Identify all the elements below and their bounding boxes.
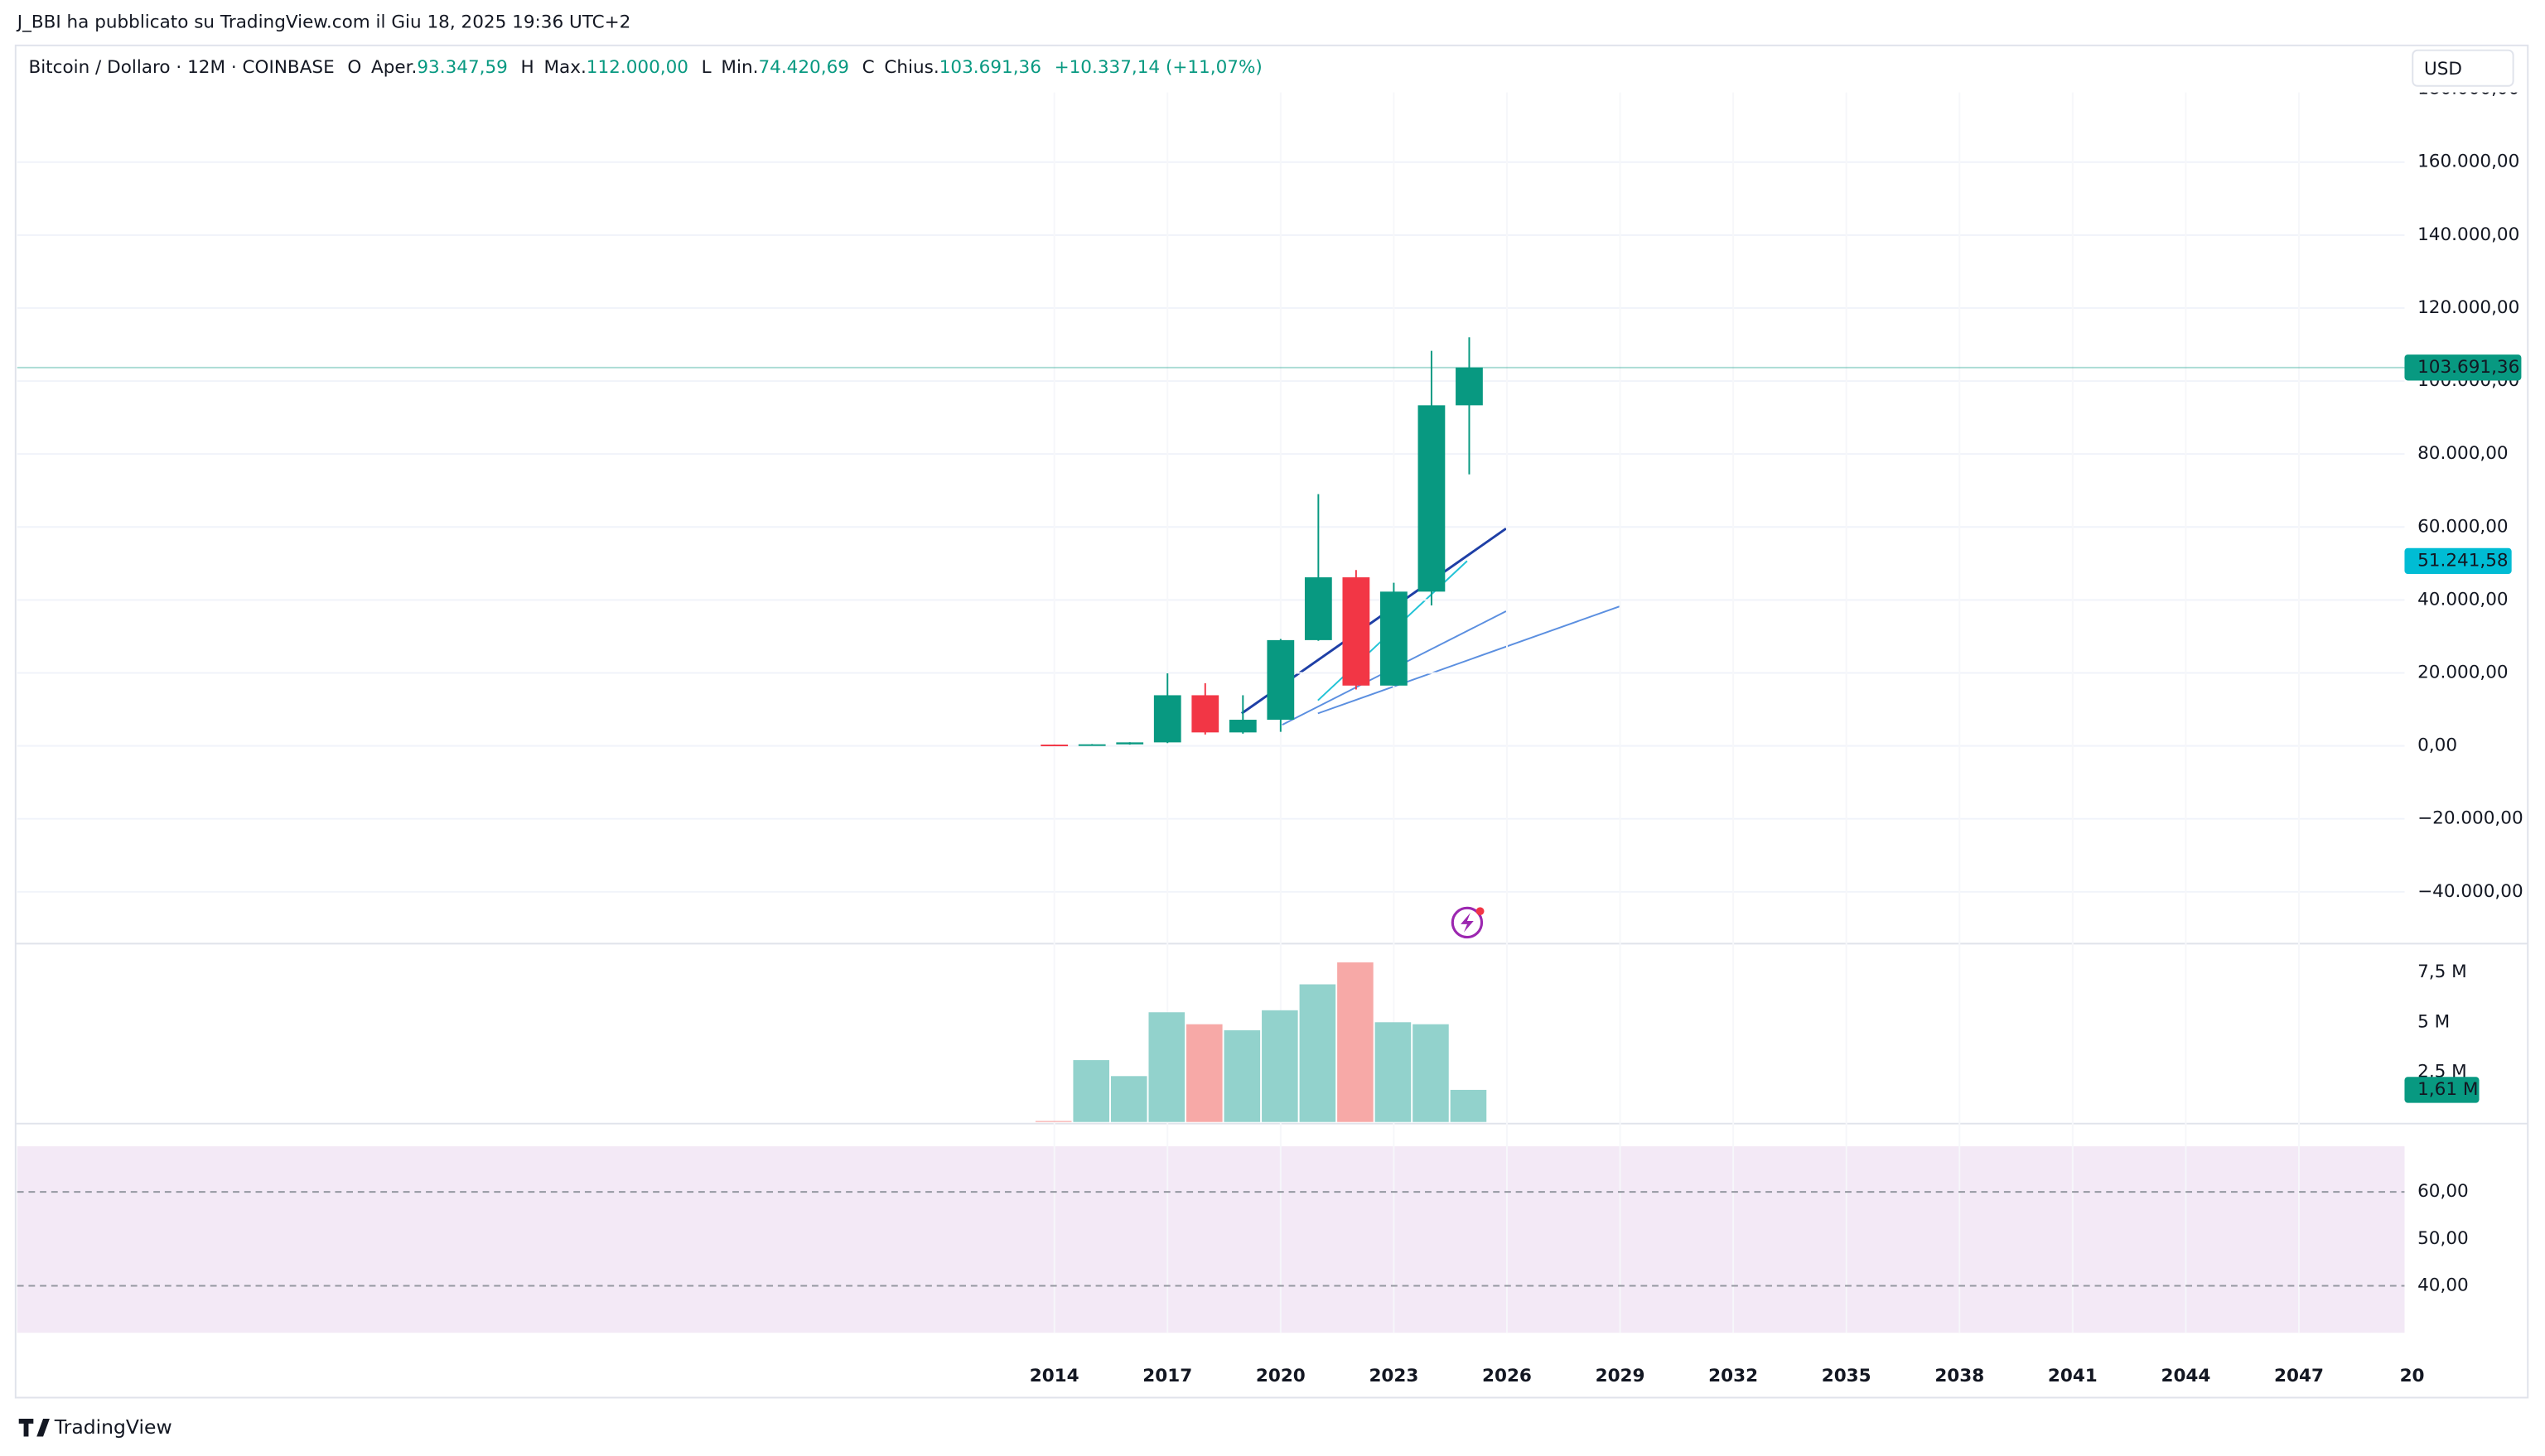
high-name: Max. [543, 57, 586, 78]
volume-bar [1337, 962, 1374, 1122]
rsi-band [17, 1146, 2405, 1333]
candle-body [1304, 577, 1332, 640]
candle-body [1229, 720, 1257, 733]
currency[interactable]: USD [2424, 59, 2462, 80]
candle-body [1116, 742, 1144, 745]
y-tick-label: −40.000,00 [2417, 881, 2523, 902]
volume-bar [1450, 1089, 1487, 1122]
open: 93.347,59 [417, 57, 508, 78]
candle-body [1191, 695, 1219, 733]
y-tick-label: 140.000,00 [2417, 224, 2519, 245]
rsi-tick-label: 60,00 [2417, 1181, 2469, 1202]
volume-last-label: 1,61 M [2417, 1079, 2478, 1100]
ma-label: 51.241,58 [2417, 550, 2509, 571]
volume-bar [1073, 1060, 1110, 1122]
y-tick-label: 40.000,00 [2417, 589, 2509, 610]
symbol: Bitcoin / Dollaro · 12M · COINBASE [28, 57, 334, 78]
low-name: Min. [721, 57, 758, 78]
publisher: J_BBI ha pubblicato su TradingView.com i… [16, 12, 631, 32]
x-tick-label: 2035 [1822, 1366, 1871, 1386]
icon-dot[interactable] [1475, 907, 1485, 916]
volume-bar [1110, 1076, 1147, 1122]
icon-ring[interactable] [1451, 906, 1484, 939]
y-tick-label: 20.000,00 [2417, 662, 2509, 682]
candle-body [1417, 405, 1446, 592]
close-name: Chius. [884, 57, 939, 78]
legend: Bitcoin / Dollaro · 12M · COINBASE O Aper.… [28, 57, 1262, 78]
trend-line [1317, 605, 1620, 715]
y-tick-label: 160.000,00 [2417, 152, 2519, 172]
rsi-tick-label: 40,00 [2417, 1275, 2469, 1296]
x-tick-label: 2029 [1596, 1366, 1645, 1386]
volume-bar [1299, 984, 1336, 1122]
volume-bar [1413, 1024, 1449, 1122]
x-tick-label: 20 [2400, 1366, 2425, 1386]
x-tick-label: 2017 [1142, 1366, 1192, 1386]
ma-badge [2404, 547, 2512, 575]
rsi-tick-label: 50,00 [2417, 1228, 2469, 1249]
brand-logo [18, 1418, 50, 1437]
h: H [521, 57, 534, 78]
last-price-badge [2404, 354, 2522, 381]
volume-bar [1148, 1012, 1186, 1122]
volume-bar [1186, 1024, 1223, 1122]
volume-bar [1374, 1022, 1412, 1122]
open-name: Aper. [371, 57, 417, 78]
y-tick-label: 0,00 [2417, 735, 2457, 756]
candle-body [1456, 367, 1483, 406]
c: C [862, 57, 875, 78]
volume-bar [1035, 1121, 1072, 1122]
x-tick-label: 2014 [1030, 1366, 1079, 1386]
candle-body [1078, 744, 1106, 746]
x-tick-label: 2023 [1369, 1366, 1418, 1386]
x-tick-label: 2026 [1482, 1366, 1532, 1386]
l: L [702, 57, 712, 78]
volume-bar [1224, 1029, 1261, 1122]
x-tick-label: 2044 [2161, 1366, 2210, 1386]
y-tick-label: 60.000,00 [2417, 516, 2509, 537]
close: 103.691,36 [939, 57, 1041, 78]
candle-body [1267, 639, 1295, 721]
change: +10.337,14 (+11,07%) [1055, 57, 1263, 78]
volume-bar [1262, 1010, 1298, 1122]
low: 74.420,69 [758, 57, 849, 78]
y-tick-label: 180.000,00 [2417, 79, 2519, 99]
y-tick-label: −20.000,00 [2417, 808, 2523, 829]
candle-body [1153, 695, 1181, 743]
last-price-label: 103.691,36 [2417, 357, 2519, 378]
y-tick-label: 120.000,00 [2417, 297, 2519, 318]
o: O [347, 57, 361, 78]
high: 112.000,00 [587, 57, 688, 78]
replay-icon[interactable] [1451, 906, 1485, 939]
x-tick-label: 2047 [2274, 1366, 2324, 1386]
brand: TradingView [54, 1415, 172, 1439]
volume-tick-label: 5 M [2417, 1011, 2450, 1032]
x-tick-label: 2032 [1708, 1366, 1758, 1386]
x-tick-label: 2038 [1934, 1366, 1984, 1386]
currency-button[interactable] [2412, 49, 2514, 87]
volume-badge [2404, 1077, 2480, 1103]
candle-body [1342, 577, 1370, 686]
y-tick-label: 80.000,00 [2417, 443, 2509, 464]
icon-bolt[interactable] [1461, 913, 1474, 933]
volume-tick-label: 7,5 M [2417, 962, 2467, 982]
x-tick-label: 2020 [1256, 1366, 1306, 1386]
x-tick-label: 2041 [2048, 1366, 2098, 1386]
candle-body [1041, 745, 1069, 747]
candle-body [1380, 591, 1408, 686]
